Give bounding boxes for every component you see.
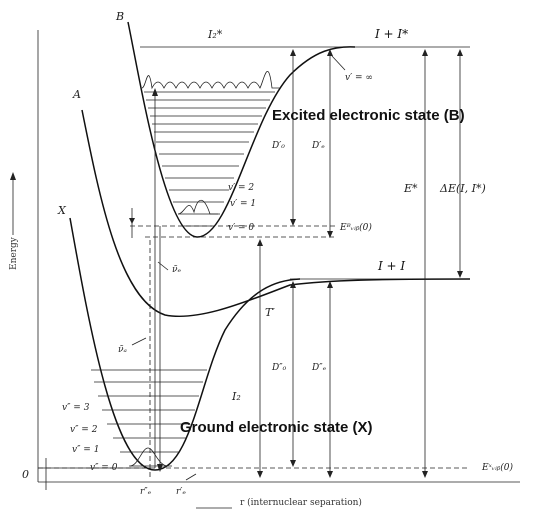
energy-axis-label: Energy <box>9 236 19 270</box>
upper-asymptote-label: I + I* <box>374 27 408 41</box>
excited-wavefunction-high <box>141 71 280 90</box>
v-dprime-1-label: v″ = 1 <box>72 445 99 455</box>
re-prime-label: r′ₑ <box>176 487 186 497</box>
e-x-vib-label: Eˣᵥᵢᵦ(0) <box>481 462 513 473</box>
v-prime-2-label: v′ = 2 <box>228 183 254 193</box>
de-dprime-label: D″ₑ <box>311 363 327 373</box>
curve-x-label: X <box>57 204 67 217</box>
v-dprime-3-label: v″ = 3 <box>62 403 90 413</box>
ground-vibrational-levels <box>91 369 207 467</box>
separation-axis-label: r (internuclear separation) <box>240 497 362 508</box>
v-prime-0-label: v′ = 0 <box>228 223 254 233</box>
v-prime-1-label: v′ = 1 <box>230 199 256 209</box>
curve-b-label: B <box>115 10 124 23</box>
excited-vibrational-levels <box>144 91 275 227</box>
de-prime-label: D′ₑ <box>311 141 325 151</box>
e-star-label: E* <box>403 182 418 195</box>
dissociation-energy-arrows <box>129 49 463 478</box>
i2-star-label: I₂* <box>207 28 223 41</box>
zero-label: 0 <box>22 468 29 481</box>
excited-state-annotation: Excited electronic state (B) <box>272 107 465 124</box>
i2-label: I₂ <box>231 390 241 403</box>
ground-state-annotation: Ground electronic state (X) <box>180 419 373 436</box>
curve-a-label: A <box>72 88 81 101</box>
energy-axis-arrowhead <box>10 172 16 180</box>
curve-a <box>81 109 471 317</box>
e-b-vib-label: Eᴮᵥᵢᵦ(0) <box>339 222 372 233</box>
d0-dprime-label: D″₀ <box>271 363 287 373</box>
nu-abs-label: ν̃ₐ <box>118 344 127 355</box>
lower-asymptote-label: I + I <box>377 259 405 273</box>
re-prime-pointer <box>185 473 197 481</box>
t-prime-label: T′ <box>265 306 275 319</box>
curve-b-excited <box>127 21 356 238</box>
emission-arrowhead <box>157 464 163 472</box>
v-dprime-2-label: v″ = 2 <box>70 425 98 435</box>
re-dprime-label: r″ₑ <box>140 487 152 497</box>
nu-em-pointer <box>157 261 169 271</box>
v-prime-inf-label: v′ = ∞ <box>345 73 373 83</box>
excited-wavefunction-low <box>177 199 220 215</box>
nu-em-label: ν̃ₑ <box>172 264 181 275</box>
v-inf-pointer <box>331 55 346 71</box>
curve-x-ground <box>69 217 301 471</box>
v-dprime-0-label: v″ = 0 <box>90 463 118 473</box>
absorption-arrowhead <box>152 88 158 96</box>
d0-prime-label: D′₀ <box>271 141 285 151</box>
nu-abs-pointer <box>131 337 147 346</box>
ground-wavefunction <box>129 447 169 467</box>
delta-e-label: ΔE(I, I*) <box>439 182 486 195</box>
